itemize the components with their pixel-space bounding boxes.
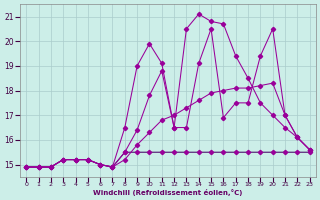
X-axis label: Windchill (Refroidissement éolien,°C): Windchill (Refroidissement éolien,°C) — [93, 189, 243, 196]
